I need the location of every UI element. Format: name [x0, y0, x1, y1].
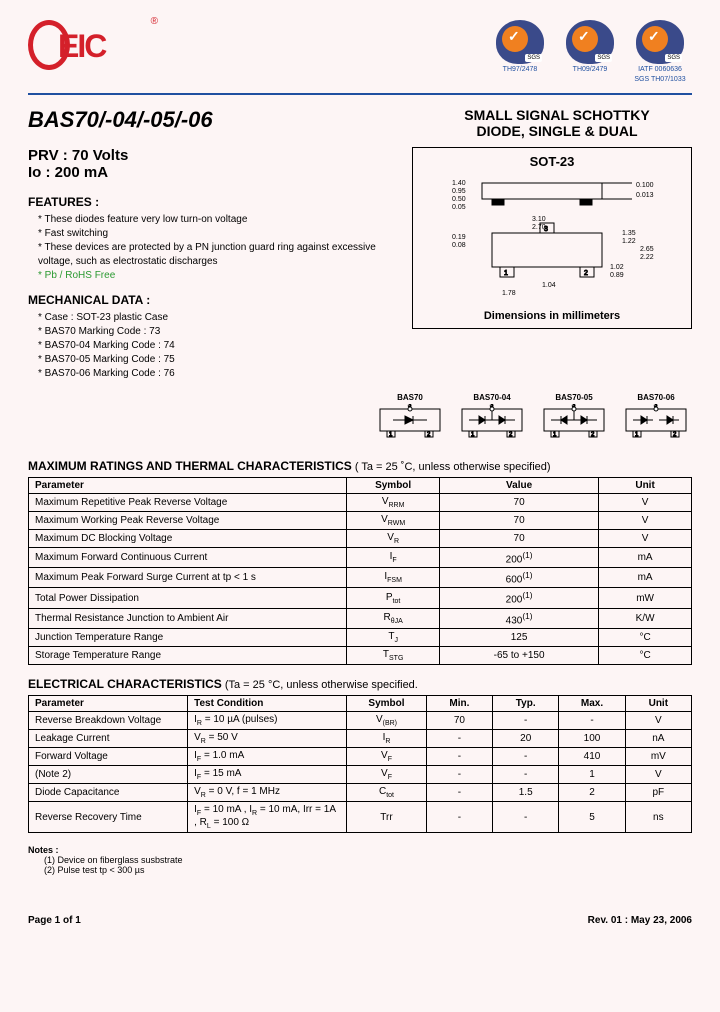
feature-item: These diodes feature very low turn-on vo…: [38, 213, 400, 227]
col-min: Min.: [426, 696, 492, 712]
col-symbol: Symbol: [347, 477, 440, 493]
mech-item: Case : SOT-23 plastic Case: [38, 311, 400, 325]
table-row: Maximum Repetitive Peak Reverse VoltageV…: [29, 493, 692, 511]
page-number: Page 1 of 1: [28, 915, 81, 926]
header: EIC ® SGS TH97/2478 SGS TH09/2479 SGS IA…: [28, 20, 692, 85]
table-row: Junction Temperature RangeTJ125°C: [29, 629, 692, 647]
features-heading: FEATURES :: [28, 195, 400, 209]
table-row: Maximum Working Peak Reverse VoltageVRWM…: [29, 511, 692, 529]
cert-badges: SGS TH97/2478 SGS TH09/2479 SGS IATF 006…: [488, 20, 692, 85]
table-row: Total Power DissipationPtot200(1)mW: [29, 588, 692, 608]
variant-schematics: BAS70 312 BAS70-04 312 BAS70-05 312 BAS7…: [28, 393, 692, 447]
svg-text:0.95: 0.95: [452, 188, 466, 195]
mechanical-heading: MECHANICAL DATA :: [28, 293, 400, 307]
svg-text:1.04: 1.04: [542, 282, 556, 289]
eic-logo: EIC ®: [28, 20, 158, 70]
svg-text:1.22: 1.22: [622, 238, 636, 245]
variant-bas70-04: BAS70-04 312: [456, 393, 528, 447]
package-drawing: SOT-23 1.40 0.95 0.50 0.05 0.100 0.013: [412, 147, 692, 329]
variant-bas70-06: BAS70-06 312: [620, 393, 692, 447]
spec-prv: PRV : 70 Volts: [28, 147, 400, 164]
logo-registered: ®: [151, 16, 158, 27]
table-row: Maximum Forward Continuous CurrentIF200(…: [29, 547, 692, 567]
electrical-table: Parameter Test Condition Symbol Min. Typ…: [28, 695, 692, 833]
title-row: BAS70/-04/-05/-06 SMALL SIGNAL SCHOTTKY …: [28, 107, 692, 139]
svg-text:0.013: 0.013: [636, 192, 654, 199]
svg-text:2.65: 2.65: [640, 246, 654, 253]
svg-text:1.35: 1.35: [622, 230, 636, 237]
svg-text:0.05: 0.05: [452, 204, 466, 211]
col-unit: Unit: [599, 477, 692, 493]
col-condition: Test Condition: [188, 696, 347, 712]
logo-text: EIC: [58, 28, 105, 65]
note-item: (1) Device on fiberglass susbstrate: [44, 855, 692, 865]
header-rule: [28, 93, 692, 95]
svg-text:0.100: 0.100: [636, 182, 654, 189]
part-number: BAS70/-04/-05/-06: [28, 107, 213, 133]
page-footer: Page 1 of 1 Rev. 01 : May 23, 2006: [28, 915, 692, 926]
ratings-heading: MAXIMUM RATINGS AND THERMAL CHARACTERIST…: [28, 459, 692, 473]
table-row: Storage Temperature RangeTSTG-65 to +150…: [29, 647, 692, 665]
table-row: Maximum DC Blocking VoltageVR70V: [29, 529, 692, 547]
table-row: Maximum Peak Forward Surge Current at tp…: [29, 568, 692, 588]
notes-heading: Notes :: [28, 845, 692, 855]
svg-text:1.02: 1.02: [610, 264, 624, 271]
variant-bas70: BAS70 312: [374, 393, 446, 447]
mech-item: BAS70-04 Marking Code : 74: [38, 339, 400, 353]
mech-item: BAS70 Marking Code : 73: [38, 325, 400, 339]
sot23-diagram: 1.40 0.95 0.50 0.05 0.100 0.013 3 1 2: [419, 173, 685, 303]
feature-item: These devices are protected by a PN junc…: [38, 241, 400, 269]
feature-rohs: Pb / RoHS Free: [38, 269, 400, 283]
svg-text:2.22: 2.22: [640, 254, 654, 261]
note-item: (2) Pulse test tp < 300 µs: [44, 865, 692, 875]
revision-date: Rev. 01 : May 23, 2006: [588, 915, 692, 926]
main-content: PRV : 70 Volts Io : 200 mA FEATURES : Th…: [28, 147, 692, 381]
svg-text:0.19: 0.19: [452, 234, 466, 241]
svg-text:3.10: 3.10: [532, 216, 546, 223]
electrical-heading: ELECTRICAL CHARACTERISTICS (Ta = 25 °C, …: [28, 677, 692, 691]
svg-text:1: 1: [504, 270, 508, 277]
cert-1: SGS TH97/2478: [488, 20, 552, 85]
features-list: These diodes feature very low turn-on vo…: [28, 213, 400, 283]
key-specs: PRV : 70 Volts Io : 200 mA: [28, 147, 400, 181]
col-max: Max.: [559, 696, 625, 712]
col-parameter: Parameter: [29, 477, 347, 493]
ratings-table: Parameter Symbol Value Unit Maximum Repe…: [28, 477, 692, 665]
table-row: Reverse Breakdown VoltageIR = 10 µA (pul…: [29, 712, 692, 730]
col-unit: Unit: [625, 696, 691, 712]
description-title: SMALL SIGNAL SCHOTTKY DIODE, SINGLE & DU…: [422, 107, 692, 139]
table-row: Diode CapacitanceVR = 0 V, f = 1 MHzCtot…: [29, 784, 692, 802]
package-title: SOT-23: [419, 154, 685, 169]
datasheet-page: EIC ® SGS TH97/2478 SGS TH09/2479 SGS IA…: [0, 0, 720, 1012]
table-row: Reverse Recovery TimeIF = 10 mA , IR = 1…: [29, 802, 692, 833]
col-symbol: Symbol: [347, 696, 427, 712]
table-row: Leakage CurrentVR = 50 VIR-20100nA: [29, 730, 692, 748]
svg-text:0.50: 0.50: [452, 196, 466, 203]
feature-item: Fast switching: [38, 227, 400, 241]
table-row: Thermal Resistance Junction to Ambient A…: [29, 608, 692, 628]
svg-text:0.89: 0.89: [610, 272, 624, 279]
cert-3: SGS IATF 0060636 SGS TH07/1033: [628, 20, 692, 85]
mech-item: BAS70-05 Marking Code : 75: [38, 353, 400, 367]
col-typ: Typ.: [493, 696, 559, 712]
spec-io: Io : 200 mA: [28, 164, 400, 181]
svg-text:0.08: 0.08: [452, 242, 466, 249]
svg-text:1.78: 1.78: [502, 290, 516, 297]
col-value: Value: [440, 477, 599, 493]
cert-2: SGS TH09/2479: [558, 20, 622, 85]
col-parameter: Parameter: [29, 696, 188, 712]
package-footer: Dimensions in millimeters: [419, 310, 685, 322]
mechanical-list: Case : SOT-23 plastic Case BAS70 Marking…: [28, 311, 400, 381]
left-column: PRV : 70 Volts Io : 200 mA FEATURES : Th…: [28, 147, 400, 381]
svg-text:2: 2: [584, 270, 588, 277]
variant-bas70-05: BAS70-05 312: [538, 393, 610, 447]
table-row: Forward VoltageIF = 1.0 mAVF--410mV: [29, 748, 692, 766]
mech-item: BAS70-06 Marking Code : 76: [38, 367, 400, 381]
table-row: (Note 2)IF = 15 mAVF--1V: [29, 766, 692, 784]
svg-text:2.70: 2.70: [532, 224, 546, 231]
svg-text:1.40: 1.40: [452, 180, 466, 187]
notes-section: Notes : (1) Device on fiberglass susbstr…: [28, 845, 692, 875]
right-column: SOT-23 1.40 0.95 0.50 0.05 0.100 0.013: [412, 147, 692, 381]
